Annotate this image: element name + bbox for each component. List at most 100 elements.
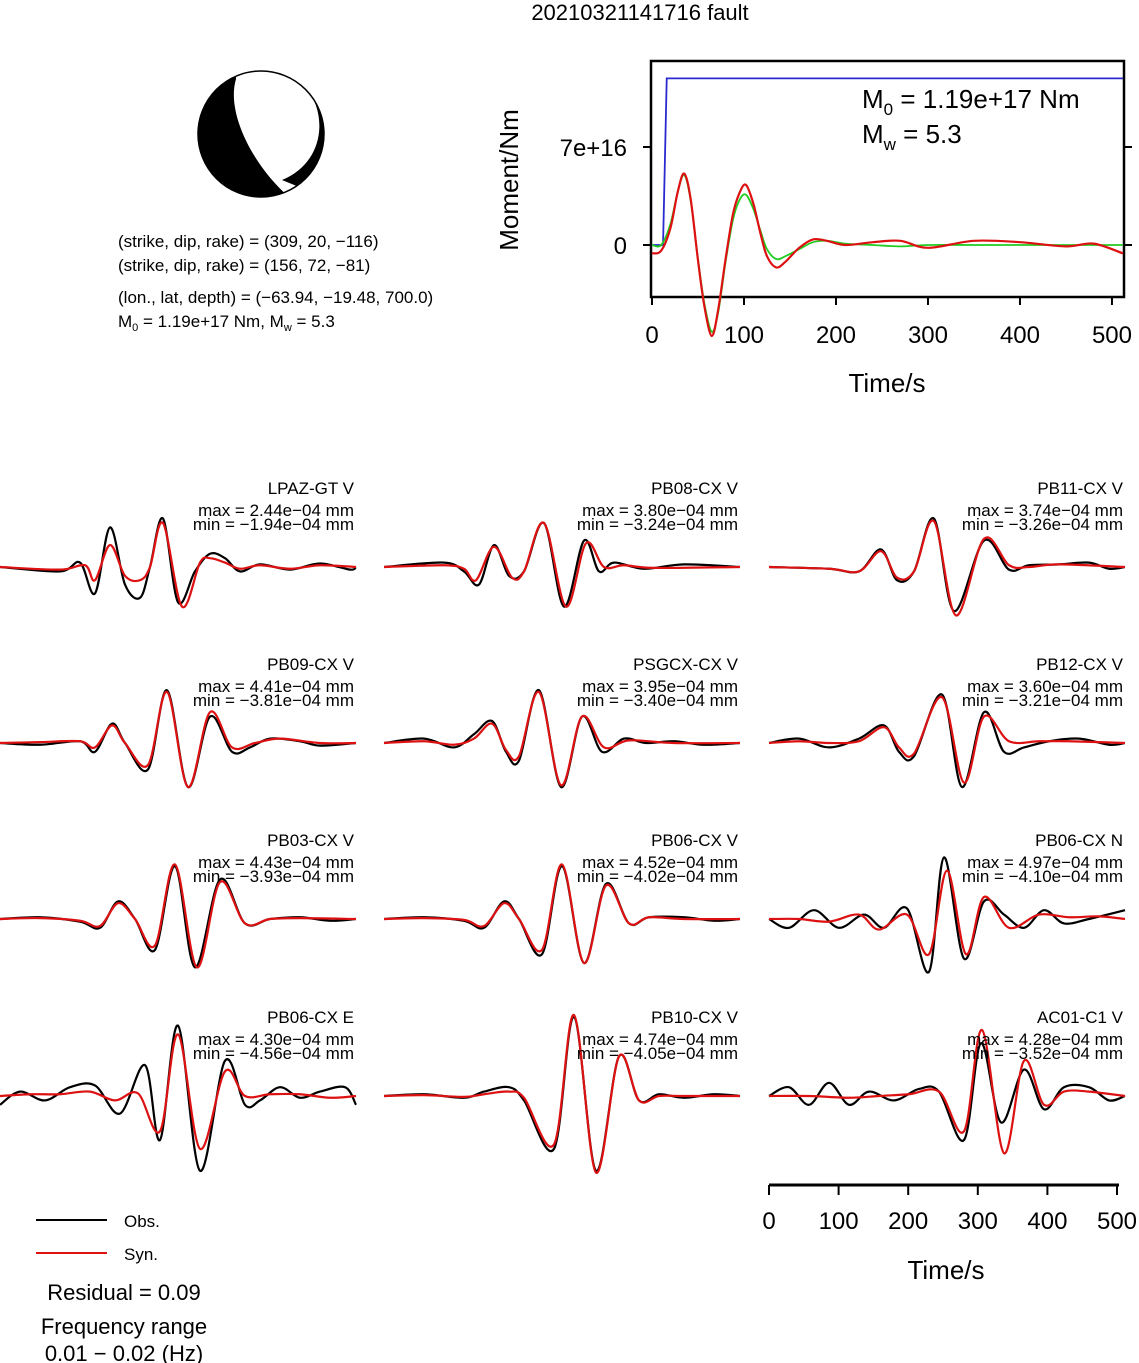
station-max: max = 3.80e−04 mm bbox=[582, 501, 738, 520]
moment-ytick-label: 7e+16 bbox=[560, 135, 627, 162]
moment-plot-frame bbox=[649, 59, 1126, 299]
station-label: PB06-CX E bbox=[267, 1008, 354, 1027]
nodal-plane-2: (strike, dip, rake) = (156, 72, −81) bbox=[118, 256, 370, 275]
station-min: min = −4.05e−04 mm bbox=[577, 1044, 738, 1063]
station-label: PB12-CX V bbox=[1036, 655, 1124, 674]
synthetic-trace bbox=[0, 521, 357, 609]
legend: Obs. Syn. bbox=[36, 1212, 160, 1264]
station-max: max = 2.44e−04 mm bbox=[198, 501, 354, 520]
synthetic-trace bbox=[768, 519, 1126, 617]
station-max: max = 4.41e−04 mm bbox=[198, 677, 354, 696]
station-label: PB11-CX V bbox=[1037, 479, 1123, 498]
moment-xlabel: Time/s bbox=[848, 368, 925, 398]
waveform-time-axis: 0 100 200 300 400 500 bbox=[762, 1183, 1137, 1235]
station-max: max = 4.28e−04 mm bbox=[967, 1030, 1123, 1049]
station-min: min = −3.93e−04 mm bbox=[193, 867, 354, 886]
station-max: max = 3.95e−04 mm bbox=[582, 677, 738, 696]
moment-series-green bbox=[651, 174, 1123, 333]
moment-xtick-label: 400 bbox=[1000, 322, 1040, 349]
synthetic-trace bbox=[383, 1013, 740, 1174]
station-max: max = 4.97e−04 mm bbox=[967, 853, 1123, 872]
station-min: min = −1.94e−04 mm bbox=[193, 515, 354, 534]
station-label: PB09-CX V bbox=[267, 655, 355, 674]
station-max: max = 4.74e−04 mm bbox=[582, 1030, 738, 1049]
moment-series-red bbox=[651, 172, 1124, 338]
nodal-plane-1: (strike, dip, rake) = (309, 20, −116) bbox=[118, 232, 378, 251]
legend-obs-label: Obs. bbox=[124, 1212, 160, 1231]
residual-text: Residual = 0.09 bbox=[47, 1280, 201, 1305]
frequency-value: 0.01 − 0.02 (Hz) bbox=[45, 1341, 203, 1363]
observed-trace bbox=[768, 1042, 1126, 1142]
station-min: min = −3.40e−04 mm bbox=[577, 691, 738, 710]
station-label: AC01-C1 V bbox=[1037, 1008, 1124, 1027]
frequency-label: Frequency range bbox=[41, 1314, 207, 1339]
station-min: min = −3.21e−04 mm bbox=[962, 691, 1123, 710]
station-max: max = 4.30e−04 mm bbox=[198, 1030, 354, 1049]
hypocenter-text: (lon., lat, depth) = (−63.94, −19.48, 70… bbox=[118, 288, 433, 307]
moment-ytick-label: 0 bbox=[614, 233, 627, 260]
station-label: PB08-CX V bbox=[651, 479, 739, 498]
legend-syn-label: Syn. bbox=[124, 1245, 158, 1264]
moment-summary: M0 = 1.19e+17 Nm, Mw = 5.3 bbox=[118, 312, 335, 334]
station-min: min = −3.52e−04 mm bbox=[962, 1044, 1123, 1063]
station-max: max = 4.52e−04 mm bbox=[582, 853, 738, 872]
station-max: max = 4.43e−04 mm bbox=[198, 853, 354, 872]
moment-xtick-label: 300 bbox=[908, 322, 948, 349]
station-label: LPAZ-GT V bbox=[268, 479, 355, 498]
moment-mw-annotation: Mw = 5.3 bbox=[862, 119, 962, 154]
waveform-xlabel: Time/s bbox=[907, 1255, 984, 1285]
time-axis-tick-label: 300 bbox=[958, 1208, 998, 1235]
time-axis-tick-label: 400 bbox=[1027, 1208, 1067, 1235]
station-max: max = 3.60e−04 mm bbox=[967, 677, 1123, 696]
moment-xtick-label: 100 bbox=[724, 322, 764, 349]
synthetic-trace bbox=[383, 521, 741, 608]
time-axis-tick-label: 500 bbox=[1097, 1208, 1137, 1235]
moment-series-blue bbox=[652, 77, 1123, 246]
moment-xtick-label: 200 bbox=[816, 322, 856, 349]
station-label: PB03-CX V bbox=[267, 831, 355, 850]
moment-ylabel: Moment/Nm bbox=[494, 109, 524, 251]
station-label: PB10-CX V bbox=[651, 1008, 739, 1027]
beachball-icon bbox=[197, 70, 325, 198]
station-label: PB06-CX N bbox=[1035, 831, 1123, 850]
observed-trace bbox=[768, 856, 1126, 974]
station-min: min = −3.24e−04 mm bbox=[577, 515, 738, 534]
synthetic-trace bbox=[768, 1028, 1126, 1155]
synthetic-trace bbox=[383, 690, 741, 787]
synthetic-trace bbox=[768, 869, 1126, 956]
synthetic-trace bbox=[0, 1033, 357, 1150]
synthetic-trace bbox=[0, 690, 357, 789]
figure-title: 20210321141716 fault bbox=[531, 0, 748, 25]
synthetic-trace bbox=[768, 696, 1126, 784]
station-label: PB06-CX V bbox=[651, 831, 739, 850]
moment-m0-annotation: M0 = 1.19e+17 Nm bbox=[862, 84, 1080, 119]
time-axis-tick-label: 100 bbox=[819, 1208, 859, 1235]
station-min: min = −4.56e−04 mm bbox=[193, 1044, 354, 1063]
station-min: min = −4.02e−04 mm bbox=[577, 867, 738, 886]
station-min: min = −3.26e−04 mm bbox=[962, 515, 1123, 534]
moment-xtick-label: 500 bbox=[1092, 322, 1132, 349]
station-min: min = −3.81e−04 mm bbox=[193, 691, 354, 710]
time-axis-tick-label: 200 bbox=[888, 1208, 928, 1235]
station-min: min = −4.10e−04 mm bbox=[962, 867, 1123, 886]
time-axis-tick-label: 0 bbox=[762, 1208, 775, 1235]
station-max: max = 3.74e−04 mm bbox=[967, 501, 1123, 520]
synthetic-trace bbox=[0, 863, 357, 969]
moment-xtick-label: 0 bbox=[645, 322, 658, 349]
synthetic-trace bbox=[383, 863, 741, 965]
station-label: PSGCX-CX V bbox=[633, 655, 739, 674]
